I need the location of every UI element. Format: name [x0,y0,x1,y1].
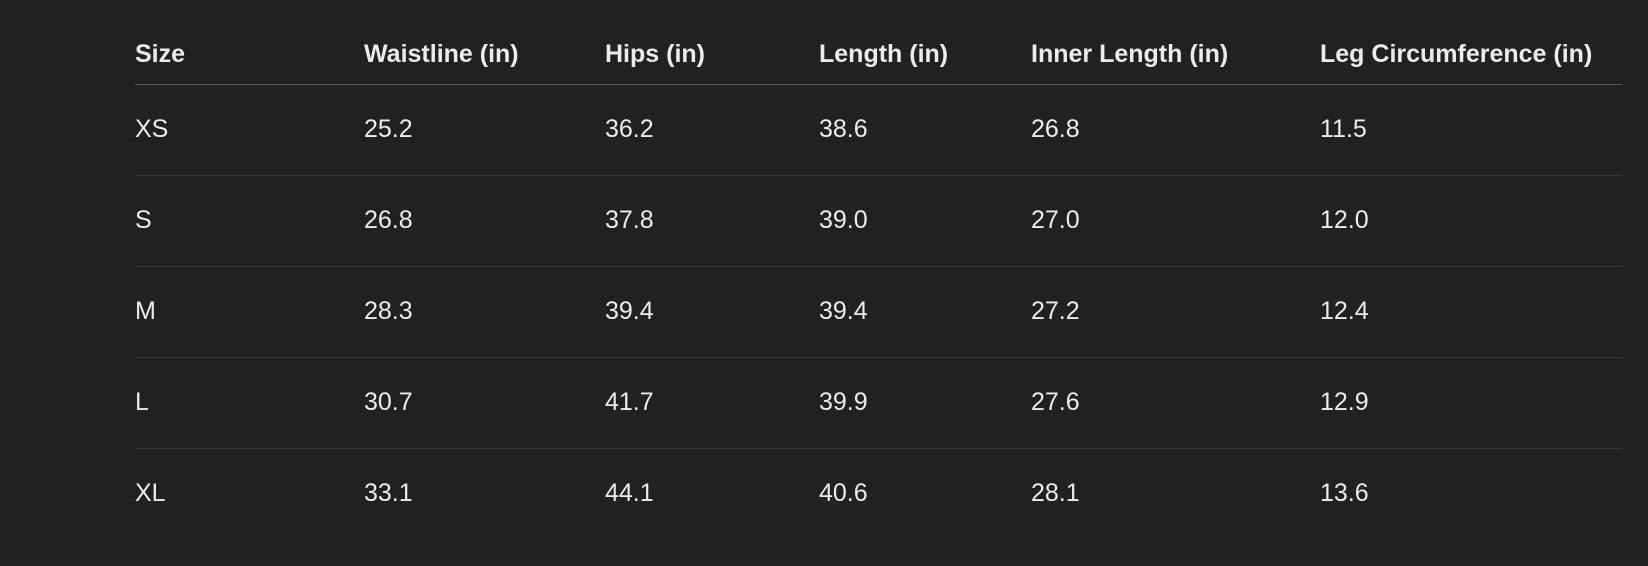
table-cell: 30.7 [364,357,605,449]
table-cell: 25.2 [364,84,605,176]
column-header: Waistline (in) [364,0,605,85]
table-row: L 30.7 41.7 39.9 27.6 12.9 [135,357,1622,449]
table-cell: M [135,266,364,358]
column-header: Inner Length (in) [1031,0,1320,85]
column-header: Length (in) [819,0,1031,85]
table-cell: 28.1 [1031,479,1080,507]
table-cell: 27.2 [1031,266,1320,358]
table-cell: 12.0 [1320,175,1622,267]
table-body: XS 25.2 36.2 38.6 26.8 11.5 S 26.8 37.8 39.0 27.0 1… [135,84,1622,539]
table-row: S 26.8 37.8 39.0 27.0 12.0 [135,175,1622,267]
table-cell: 37.8 [605,175,819,267]
size-table: Size Waistline (in) Hips (in) Length (in) In… [135,0,1622,539]
table-cell: 39.4 [605,266,819,358]
table-cell: 38.6 [819,84,1031,176]
table-cell: 11.5 [1320,84,1622,176]
table-cell: 12.4 [1320,266,1622,358]
table-cell: 33.1 [364,479,413,507]
table-cell: 27.6 [1031,357,1320,449]
column-header: Hips (in) [605,0,819,85]
table-row: XS 25.2 36.2 38.6 26.8 11.5 [135,84,1622,176]
table-cell: 39.9 [819,357,1031,449]
table-cell: 27.0 [1031,175,1320,267]
table-cell: 40.6 [819,479,868,507]
table-cell: L [135,357,364,449]
table-row: XL 33.1 44.1 40.6 28.1 13.6 [135,448,1622,539]
table-cell: 39.0 [819,175,1031,267]
table-row: M 28.3 39.4 39.4 27.2 12.4 [135,266,1622,358]
table-cell: XS [135,84,364,176]
column-header: Size [135,0,364,85]
table-cell: XL [135,479,166,507]
table-cell: 36.2 [605,84,819,176]
table-cell: S [135,175,364,267]
table-cell: 26.8 [364,175,605,267]
table-cell: 12.9 [1320,357,1622,449]
table-cell: 44.1 [605,479,654,507]
table-cell: 41.7 [605,357,819,449]
table-cell: 39.4 [819,266,1031,358]
column-header: Leg Circumference (in) [1320,0,1622,85]
header-row: Size Waistline (in) Hips (in) Length (in) In… [135,0,1622,85]
table-cell: 26.8 [1031,84,1320,176]
table-cell: 13.6 [1320,479,1369,507]
table-cell: 28.3 [364,266,605,358]
